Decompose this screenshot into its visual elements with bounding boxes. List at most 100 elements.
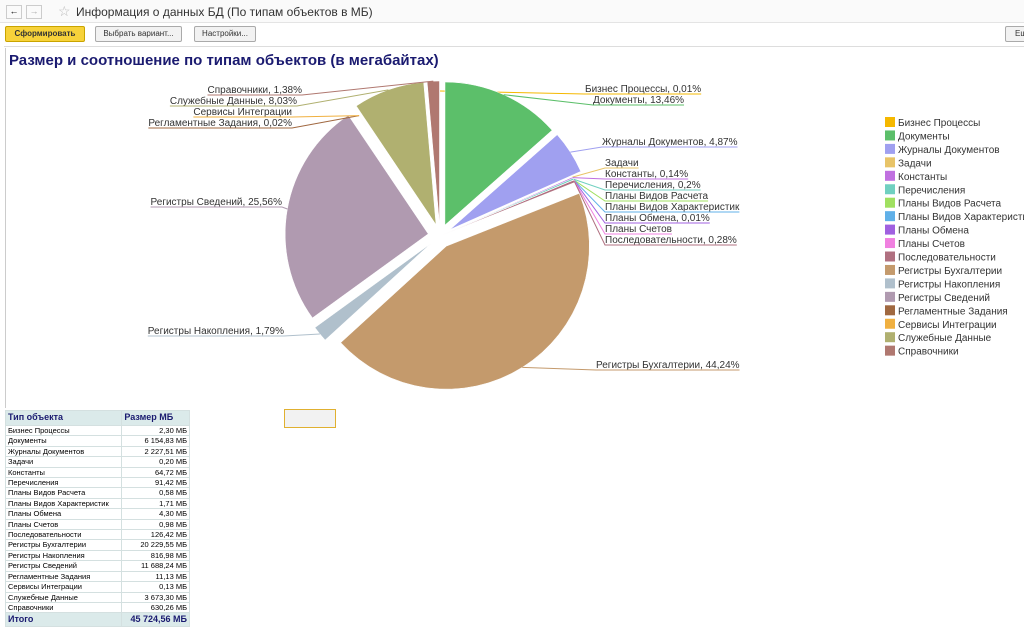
table-cell: 64,72 МБ (121, 466, 190, 479)
settings-button[interactable]: Настройки... (194, 26, 256, 42)
leader-line (193, 115, 360, 118)
legend-swatch (885, 251, 895, 262)
leader-line (573, 179, 709, 202)
table-cell: 11 688,24 МБ (121, 560, 190, 572)
legend-entry: Регламентные Задания (898, 306, 1008, 317)
table-cell: Перечисления (4, 477, 123, 489)
legend-entry: Документы (898, 131, 950, 142)
leader-line (169, 89, 389, 107)
table-cell: Планы Счетов (4, 518, 123, 531)
data-label: Служебные Данные, 8,03% (170, 95, 297, 107)
table-cell: 20 229,55 МБ (121, 539, 190, 551)
table-cell: Размер МБ (121, 410, 190, 426)
legend-entry: Справочники (898, 347, 959, 358)
leader-line (150, 206, 288, 210)
legend-entry: Планы Видов Расчета (898, 199, 1002, 210)
legend-swatch (885, 345, 895, 356)
leader-line (570, 146, 738, 153)
legend-entry: Планы Видов Характеристик (898, 212, 1024, 223)
table-row: Сервисы Интеграции 0,13 МБ (4, 581, 190, 593)
table-cell: Планы Видов Характеристик (4, 497, 123, 510)
table-cell: 45 724,56 МБ (121, 612, 190, 628)
table-row: Регистры Накопления 816,98 МБ (4, 549, 190, 562)
legend-swatch (885, 184, 895, 195)
leader-line (573, 179, 672, 235)
data-label: Константы, 0,14% (605, 169, 688, 180)
table-row: Задачи 0,20 МБ (4, 456, 190, 468)
table-cell: 2,30 МБ (121, 424, 190, 437)
table-row: Бизнес Процессы 2,30 МБ (4, 424, 190, 437)
table-cell: 0,58 МБ (121, 487, 190, 499)
legend-entry: Перечисления (898, 185, 965, 196)
table-cell: Бизнес Процессы (4, 424, 123, 437)
table-cell: Сервисы Интеграции (4, 581, 123, 593)
leader-line (572, 167, 639, 178)
table-row: Планы Обмена 4,30 МБ (4, 508, 190, 520)
legend-entry: Последовательности (898, 253, 996, 264)
table-row: Тип объекта Размер МБ (4, 410, 190, 426)
data-label: Задачи (605, 158, 639, 169)
legend-swatch (885, 332, 895, 343)
back-button[interactable]: ← (6, 5, 22, 19)
table-row: Планы Видов Расчета 0,58 МБ (4, 487, 190, 499)
table-cell: Задачи (4, 456, 123, 468)
leader-line (147, 333, 320, 337)
forward-button[interactable]: → (26, 5, 42, 19)
legend-swatch (885, 117, 895, 127)
table-cell: 0,98 МБ (121, 518, 190, 531)
data-label: Документы, 13,46% (593, 95, 684, 106)
table-cell: Тип объекта (4, 410, 123, 426)
leader-line (522, 366, 740, 371)
legend-entry: Регистры Сведений (898, 293, 990, 304)
table-row: Справочники 630,26 МБ (4, 601, 190, 614)
data-label: Бизнес Процессы, 0,01% (585, 84, 701, 95)
table-cell: 630,26 МБ (121, 601, 190, 614)
table-cell: Планы Видов Расчета (4, 487, 123, 499)
table-row: Регистры Сведений 11 688,24 МБ (4, 560, 190, 572)
table-cell: Журналы Документов (4, 445, 123, 458)
legend-swatch (885, 157, 895, 168)
favorite-star[interactable]: ☆ (58, 3, 71, 19)
legend-swatch (885, 143, 895, 154)
table-row: Перечисления 91,42 МБ (4, 477, 190, 489)
data-label: Регистры Бухгалтерии, 44,24% (596, 360, 740, 371)
legend-entry: Планы Счетов (898, 239, 965, 250)
data-label: Регистры Накопления, 1,79% (148, 326, 284, 337)
table-cell: Последовательности (4, 529, 123, 541)
data-label: Регистры Сведений, 25,56% (151, 197, 283, 208)
table-row: Планы Видов Характеристик 1,71 МБ (4, 497, 190, 510)
table-row: Регламентные Задания 11,13 МБ (4, 570, 190, 583)
legend-entry: Журналы Документов (898, 145, 1000, 156)
data-table: Тип объекта Размер МБ Бизнес Процессы 2,30 … (4, 410, 190, 628)
table-cell: 816,98 МБ (121, 549, 190, 562)
table-cell: 0,13 МБ (121, 581, 190, 593)
table-cell: 1,71 МБ (121, 497, 190, 510)
legend-entry: Регистры Бухгалтерии (898, 266, 1002, 277)
leader-line (503, 94, 685, 106)
table-cell: Служебные Данные (4, 591, 123, 603)
data-label: Планы Обмена, 0,01% (605, 212, 710, 224)
more-button[interactable]: Ещ (1005, 26, 1024, 42)
legend-entry: Задачи (898, 158, 932, 169)
generate-button[interactable]: Сформировать (5, 26, 85, 42)
table-cell: Регистры Сведений (4, 560, 123, 572)
data-label: Перечисления, 0,2% (605, 180, 701, 191)
table-row: Регистры Бухгалтерии 20 229,55 МБ (4, 539, 190, 551)
legend-swatch (885, 305, 895, 316)
table-cell: 11,13 МБ (121, 570, 190, 583)
data-label: Последовательности, 0,28% (605, 235, 737, 246)
legend-entry: Регистры Накопления (898, 279, 1000, 290)
table-row: Журналы Документов 2 227,51 МБ (4, 445, 190, 458)
table-row: Планы Счетов 0,98 МБ (4, 518, 190, 531)
leader-line (573, 181, 737, 246)
legend-swatch (885, 224, 895, 235)
data-label: Планы Видов Характеристик (605, 202, 740, 213)
legend-swatch (885, 291, 895, 302)
table-row: Константы 64,72 МБ (4, 466, 190, 479)
table-cell: Справочники (4, 601, 123, 614)
variant-button[interactable]: Выбрать вариант... (95, 26, 182, 42)
leader-line (573, 179, 740, 213)
table-row: Последовательности 126,42 МБ (4, 529, 190, 541)
leader-line (148, 115, 360, 129)
